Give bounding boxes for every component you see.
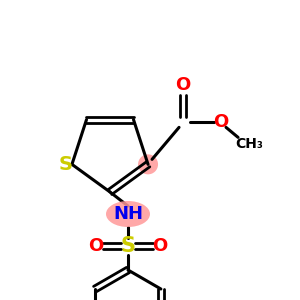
Text: O: O: [213, 113, 229, 131]
Text: CH₃: CH₃: [235, 137, 263, 152]
Text: S: S: [121, 236, 136, 256]
Ellipse shape: [138, 154, 158, 174]
Text: O: O: [88, 237, 104, 255]
Text: S: S: [59, 155, 73, 174]
Ellipse shape: [106, 201, 150, 227]
Text: O: O: [176, 76, 191, 94]
Text: O: O: [152, 237, 168, 255]
Text: NH: NH: [113, 205, 143, 223]
